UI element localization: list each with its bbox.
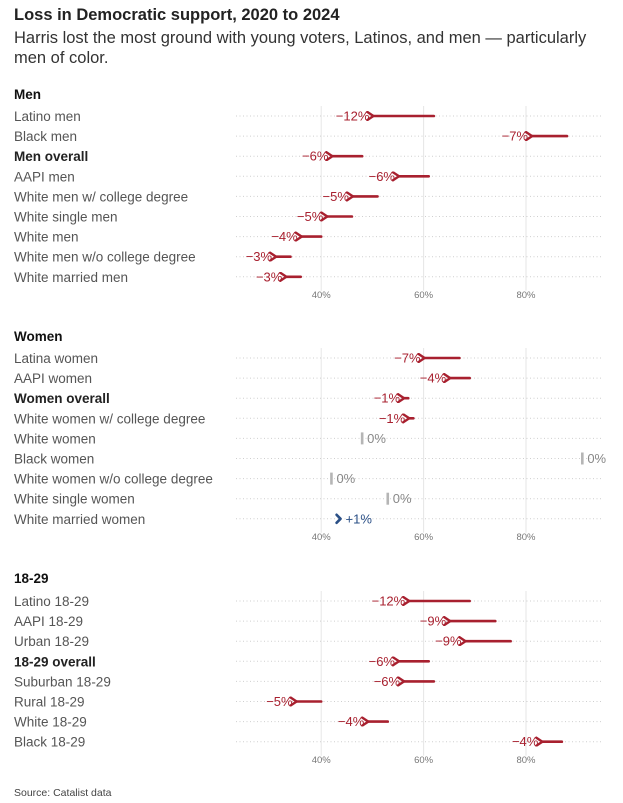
group-title: 18-29 (14, 571, 49, 586)
row-label: White men w/ college degree (14, 189, 188, 204)
change-value-label: −7% (394, 351, 421, 366)
change-value-label: −5% (323, 189, 350, 204)
change-value-label: −4% (420, 371, 447, 386)
chart-title: Loss in Democratic support, 2020 to 2024 (14, 6, 340, 24)
row-label: White men (14, 230, 79, 245)
x-tick-label: 80% (516, 290, 536, 301)
change-value-label: −6% (374, 674, 401, 689)
change-arrow (335, 513, 342, 525)
row-label: 18-29 overall (14, 654, 96, 669)
row-label: Men overall (14, 149, 88, 164)
change-value-label: −7% (502, 129, 529, 144)
x-tick-label: 60% (414, 755, 434, 766)
row-label: White women w/ college degree (14, 411, 205, 426)
x-tick-label: 60% (414, 532, 434, 543)
change-value-label: 0% (393, 491, 412, 506)
x-tick-label: 40% (312, 755, 332, 766)
change-value-label: −1% (374, 391, 401, 406)
row-label: Latino men (14, 109, 81, 124)
row-label: White single women (14, 492, 135, 507)
row-label: White men w/o college degree (14, 250, 196, 265)
change-value-label: −1% (379, 411, 406, 426)
change-value-label: −3% (256, 269, 283, 284)
group-title: Women (14, 329, 63, 344)
x-tick-label: 60% (414, 290, 434, 301)
row-label: White 18-29 (14, 715, 87, 730)
change-value-label: −4% (271, 229, 298, 244)
row-label: Latina women (14, 351, 98, 366)
row-label: Rural 18-29 (14, 695, 85, 710)
change-value-label: −4% (338, 714, 365, 729)
row-label: White married men (14, 270, 128, 285)
change-value-label: −9% (420, 614, 447, 629)
change-value-label: −5% (297, 209, 324, 224)
row-label: Black women (14, 452, 94, 467)
row-label: Black 18-29 (14, 735, 85, 750)
change-value-label: −5% (266, 694, 293, 709)
change-value-label: −3% (246, 249, 273, 264)
change-value-label: 0% (587, 451, 606, 466)
row-label: Women overall (14, 391, 110, 406)
row-label: AAPI women (14, 371, 92, 386)
change-value-label: −12% (336, 109, 370, 124)
row-label: Urban 18-29 (14, 634, 89, 649)
row-label: Black men (14, 129, 77, 144)
row-label: White women (14, 431, 96, 446)
group-title: Men (14, 87, 41, 102)
x-tick-label: 40% (312, 290, 332, 301)
row-label: White women w/o college degree (14, 472, 213, 487)
change-value-label: −9% (435, 634, 462, 649)
row-label: AAPI 18-29 (14, 614, 83, 629)
change-value-label: +1% (346, 511, 373, 526)
x-tick-label: 80% (516, 755, 536, 766)
x-tick-label: 80% (516, 532, 536, 543)
row-label: AAPI men (14, 169, 75, 184)
row-label: Suburban 18-29 (14, 674, 111, 689)
row-label: Latino 18-29 (14, 594, 89, 609)
row-label: White single men (14, 210, 118, 225)
change-value-label: 0% (367, 431, 386, 446)
change-value-label: −6% (369, 169, 396, 184)
row-label: White married women (14, 512, 145, 527)
change-value-label: −12% (372, 594, 406, 609)
change-value-label: −6% (302, 149, 329, 164)
chart-subtitle: Harris lost the most ground with young v… (14, 29, 587, 67)
source-note: Source: Catalist data (14, 787, 112, 799)
x-tick-label: 40% (312, 532, 332, 543)
change-value-label: 0% (336, 471, 355, 486)
change-value-label: −4% (512, 734, 539, 749)
change-value-label: −6% (369, 654, 396, 669)
